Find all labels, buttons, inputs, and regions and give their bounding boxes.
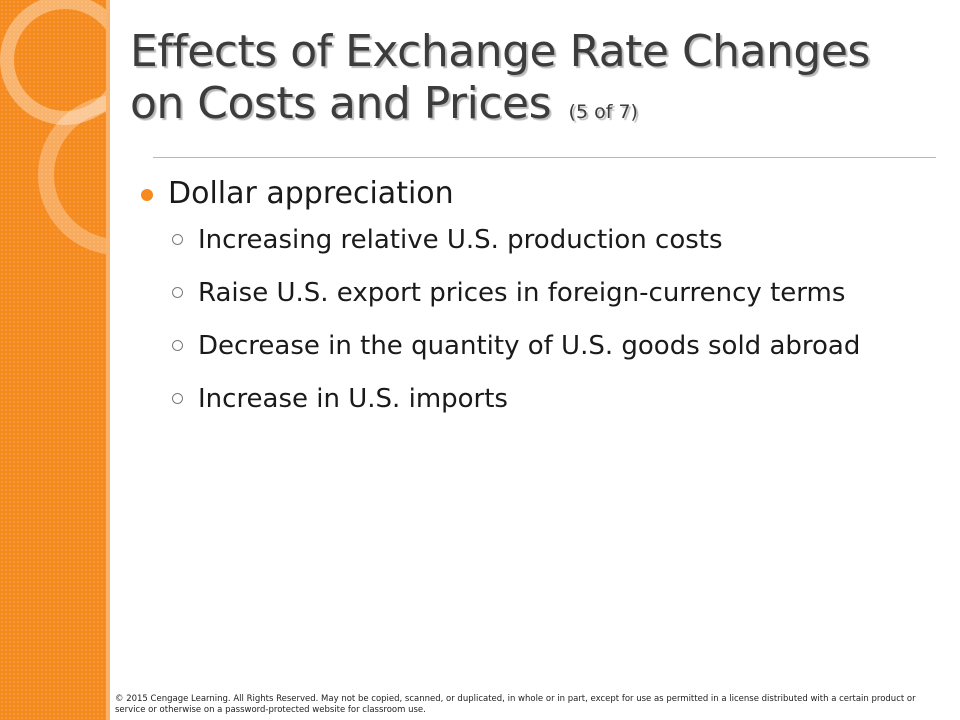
sub-bullet-item: Decrease in the quantity of U.S. goods s… [130, 324, 870, 369]
sub-bullet-text: Increasing relative U.S. production cost… [198, 225, 723, 255]
bullet-text: Dollar appreciation [168, 176, 454, 211]
slide-title: Effects of Exchange Rate Changes on Cost… [130, 26, 930, 138]
decorative-sidebar [0, 0, 106, 720]
bullet-dot-icon [141, 189, 153, 201]
ring-bullet-icon [172, 393, 183, 404]
sub-bullet-text: Increase in U.S. imports [198, 384, 508, 414]
circle-ornament-icon [0, 0, 106, 255]
sub-bullet-list: Increasing relative U.S. production cost… [130, 218, 870, 422]
sub-bullet-item: Increasing relative U.S. production cost… [130, 218, 870, 263]
title-line-2-text: on Costs and Prices [130, 78, 552, 129]
sub-bullet-text: Decrease in the quantity of U.S. goods s… [198, 331, 861, 361]
sub-bullet-item: Increase in U.S. imports [130, 377, 870, 422]
title-line-1: Effects of Exchange Rate Changes [130, 26, 870, 77]
ring-bullet-icon [172, 287, 183, 298]
title-counter: (5 of 7) [568, 101, 638, 123]
sub-bullet-text: Raise U.S. export prices in foreign-curr… [198, 278, 846, 308]
title-line-2: on Costs and Prices (5 of 7) [130, 78, 930, 138]
slide-content: Dollar appreciation Increasing relative … [130, 170, 870, 430]
bullet-level-1: Dollar appreciation [130, 170, 870, 218]
sub-bullet-item: Raise U.S. export prices in foreign-curr… [130, 271, 870, 316]
title-divider [153, 157, 936, 158]
copyright-footer: © 2015 Cengage Learning. All Rights Rese… [115, 694, 916, 715]
sidebar-edge [106, 0, 110, 720]
ring-bullet-icon [172, 234, 183, 245]
ring-bullet-icon [172, 340, 183, 351]
